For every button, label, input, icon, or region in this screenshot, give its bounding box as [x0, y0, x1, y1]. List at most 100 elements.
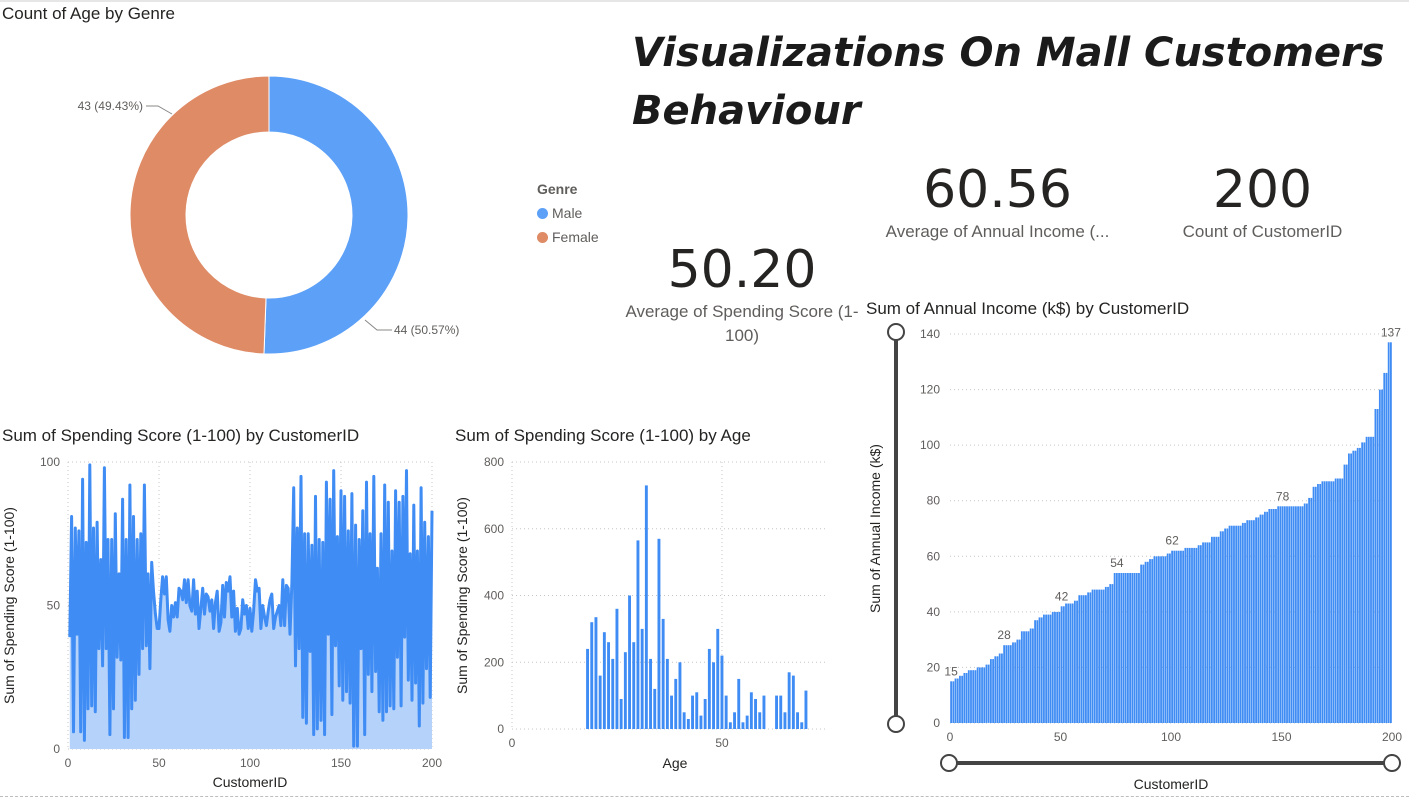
- bar: [1124, 573, 1127, 723]
- chart3-title: Sum of Annual Income (k$) by CustomerID: [866, 299, 1190, 318]
- bar: [1129, 573, 1132, 723]
- bar: [1239, 525, 1242, 723]
- bar: [1268, 509, 1271, 723]
- bar: [628, 595, 631, 729]
- x-tick-label: 50: [1054, 730, 1068, 744]
- bar: [691, 695, 694, 729]
- bar: [1160, 556, 1162, 723]
- bar: [1275, 509, 1277, 723]
- card-avg-spending: 50.20 Average of Spending Score (1-100): [624, 240, 860, 348]
- bar: [1040, 617, 1043, 723]
- donut-title: Count of Age by Genre: [2, 4, 175, 23]
- bar: [1365, 436, 1368, 723]
- data-label: 78: [1276, 489, 1290, 503]
- bar: [1058, 611, 1061, 723]
- bar: [1018, 639, 1021, 723]
- donut-chart[interactable]: 44 (50.57%) 43 (49.43%): [0, 30, 520, 390]
- bar: [762, 695, 766, 729]
- bar: [970, 670, 972, 723]
- x-zoom-handle-right[interactable]: [1383, 754, 1401, 772]
- y-tick-label: 40: [927, 605, 941, 619]
- bar: [678, 662, 682, 730]
- y-tick-label: 400: [484, 589, 504, 603]
- bar: [1334, 478, 1337, 723]
- legend-item-female[interactable]: Female: [537, 229, 599, 245]
- bar: [1376, 409, 1379, 723]
- x-zoom-handle-left[interactable]: [940, 754, 958, 772]
- bar: [1045, 614, 1048, 723]
- bar: [1062, 606, 1065, 723]
- bar: [956, 678, 959, 723]
- bar: [598, 675, 602, 729]
- bar: [640, 628, 644, 729]
- data-label: 42: [1055, 589, 1069, 603]
- bar: [1383, 372, 1386, 723]
- bar: [1151, 559, 1154, 723]
- bar: [1321, 481, 1324, 723]
- x-tick-label: 150: [1271, 730, 1291, 744]
- legend-label-male: Male: [552, 205, 583, 221]
- bar: [1076, 600, 1078, 723]
- bar: [952, 681, 955, 723]
- bar: [1171, 550, 1174, 723]
- donut-legend: Genre Male Female: [537, 181, 599, 245]
- bar: [741, 722, 745, 729]
- bar: [1065, 603, 1067, 723]
- bar: [712, 662, 715, 730]
- bar: [1096, 589, 1098, 723]
- bar: [1162, 556, 1165, 723]
- bar: [1115, 573, 1118, 723]
- card-value: 200: [1212, 160, 1313, 220]
- x-tick-label: 0: [509, 736, 516, 750]
- y-zoom-handle-bottom[interactable]: [887, 715, 905, 733]
- bar: [1007, 645, 1010, 723]
- bar: [745, 715, 749, 729]
- spending-by-customer-chart[interactable]: 0 50 100 0 50 100 150 200 CustomerID Sum of Spend…: [0, 448, 445, 796]
- bar: [1149, 559, 1151, 723]
- y-axis-label: Sum of Spending Score (1-100): [1, 507, 17, 704]
- bar: [1259, 514, 1262, 723]
- bar: [1343, 464, 1346, 723]
- chart1-title: Sum of Spending Score (1-100) by Custome…: [2, 426, 360, 445]
- bar: [1120, 573, 1123, 723]
- bar: [758, 712, 762, 729]
- card-value: 60.56: [923, 160, 1072, 220]
- bar: [1213, 536, 1215, 723]
- legend-label-female: Female: [552, 229, 599, 245]
- bar: [1237, 525, 1240, 723]
- y-tick-label: 20: [927, 660, 941, 674]
- bar: [1122, 573, 1125, 723]
- bar: [1204, 542, 1207, 723]
- bar: [1317, 484, 1319, 723]
- y-axis-label: Sum of Spending Score (1-100): [454, 497, 470, 694]
- bar: [1235, 525, 1238, 723]
- legend-item-male[interactable]: Male: [537, 205, 599, 221]
- bar: [1292, 506, 1295, 723]
- x-tick-label: 100: [1161, 730, 1181, 744]
- x-tick-label: 50: [152, 756, 166, 770]
- income-by-customer-chart[interactable]: 0 20 40 60 80 100 120 140 0 50 100 150 200 15 28 42 54 62…: [858, 318, 1403, 795]
- bar: [1354, 450, 1357, 723]
- bar: [749, 692, 753, 729]
- bar: [636, 540, 640, 729]
- bar: [1082, 595, 1085, 723]
- bar: [1279, 506, 1282, 723]
- bar: [733, 712, 736, 729]
- bar: [1025, 631, 1028, 723]
- spending-by-age-chart[interactable]: 0 200 400 600 800 0 50 Age Sum of Spending Score…: [450, 448, 845, 796]
- bar: [992, 659, 994, 723]
- y-zoom-handle-top[interactable]: [887, 323, 905, 341]
- bar: [1071, 603, 1074, 723]
- bar: [1356, 447, 1359, 723]
- bar: [1140, 564, 1143, 723]
- bar: [1089, 592, 1092, 723]
- bar: [657, 538, 661, 729]
- y-tick-label: 50: [47, 599, 61, 613]
- bar: [1387, 342, 1390, 723]
- bar: [754, 699, 757, 729]
- bar: [632, 642, 636, 729]
- bar: [1325, 481, 1328, 723]
- y-tick-label: 0: [53, 742, 60, 756]
- bar: [1168, 553, 1171, 723]
- bar: [1367, 436, 1370, 723]
